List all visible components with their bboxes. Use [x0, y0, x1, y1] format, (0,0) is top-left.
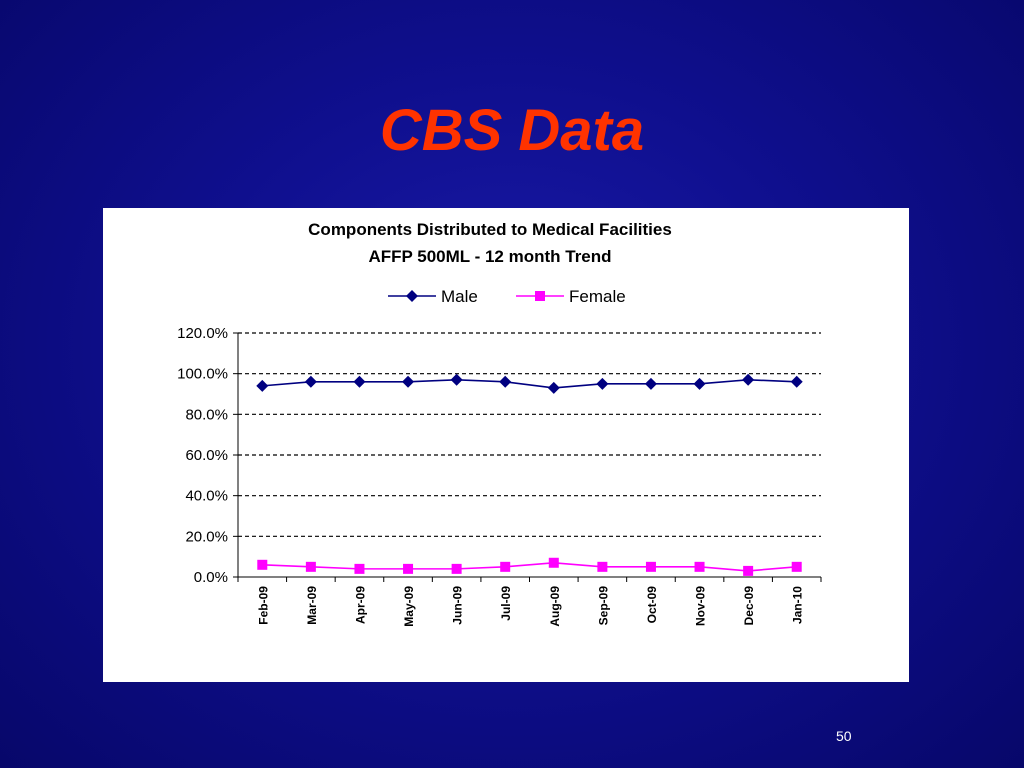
chart-gridlines	[238, 332, 821, 537]
legend-marker-male	[406, 290, 418, 302]
chart-series	[256, 373, 803, 576]
data-point-male	[304, 375, 317, 388]
x-tick-label: Apr-09	[353, 586, 367, 624]
data-point-male	[353, 375, 366, 388]
data-point-male	[693, 377, 706, 390]
y-axis-tick-labels: 0.0% 20.0% 40.0% 60.0% 80.0% 100.0% 120.0%	[177, 325, 228, 586]
data-point-female	[791, 561, 802, 572]
data-point-male	[499, 375, 512, 388]
series-line-female	[262, 561, 797, 572]
data-point-male	[547, 381, 560, 394]
x-tick-label: Oct-09	[645, 586, 659, 624]
chart-legend: Male Female	[388, 287, 626, 306]
x-axis-tick-labels: Feb-09 Mar-09 Apr-09 May-09 Jun-09 Jul-09 Aug-…	[256, 586, 804, 627]
data-point-male	[402, 375, 415, 388]
line-chart: Components Distributed to Medical Facili…	[177, 220, 822, 627]
data-point-female	[645, 561, 656, 572]
chart-subtitle: AFFP 500ML - 12 month Trend	[368, 247, 611, 266]
x-tick-label: Jul-09	[499, 586, 513, 621]
slide-title: CBS Data	[379, 98, 645, 163]
data-point-female	[305, 561, 316, 572]
legend-label-male: Male	[441, 287, 478, 306]
legend-marker-female	[535, 291, 545, 301]
data-point-male	[790, 375, 803, 388]
data-point-female	[500, 561, 511, 572]
x-tick-label: Aug-09	[548, 586, 562, 627]
y-tick-label: 100.0%	[177, 366, 228, 383]
data-point-male	[742, 373, 755, 386]
x-tick-label: Jan-10	[791, 586, 805, 624]
data-point-female	[451, 563, 462, 574]
data-point-female	[548, 557, 559, 568]
legend-label-female: Female	[569, 287, 626, 306]
data-point-female	[257, 559, 268, 570]
x-tick-label: Sep-09	[596, 586, 610, 626]
y-tick-label: 80.0%	[185, 406, 228, 423]
data-point-female	[354, 563, 365, 574]
data-point-female	[694, 561, 705, 572]
x-tick-label: Mar-09	[305, 586, 319, 625]
data-point-male	[596, 377, 609, 390]
y-tick-label: 120.0%	[177, 325, 228, 342]
chart-title: Components Distributed to Medical Facili…	[308, 220, 672, 239]
y-tick-label: 40.0%	[185, 488, 228, 505]
data-point-female	[743, 565, 754, 576]
chart-axes	[233, 332, 822, 582]
data-point-male	[450, 373, 463, 386]
x-tick-label: Feb-09	[256, 586, 270, 625]
data-point-male	[256, 379, 269, 392]
x-tick-label: Nov-09	[694, 586, 708, 626]
chart-panel: Components Distributed to Medical Facili…	[103, 208, 909, 682]
data-point-male	[644, 377, 657, 390]
y-tick-label: 60.0%	[185, 447, 228, 464]
data-point-female	[597, 561, 608, 572]
x-tick-label: Jun-09	[451, 586, 465, 625]
x-tick-label: Dec-09	[742, 586, 756, 626]
data-point-female	[403, 563, 414, 574]
x-tick-label: May-09	[402, 586, 416, 627]
page-number: 50	[836, 728, 852, 744]
y-tick-label: 0.0%	[194, 569, 228, 586]
y-tick-label: 20.0%	[185, 528, 228, 545]
series-line-male	[262, 378, 797, 389]
